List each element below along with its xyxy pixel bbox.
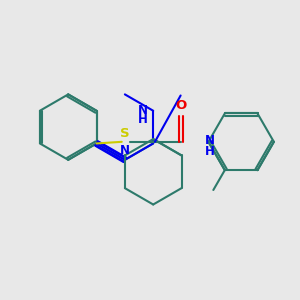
Text: N: N bbox=[138, 104, 148, 117]
Text: H: H bbox=[138, 113, 148, 126]
Text: S: S bbox=[120, 127, 130, 140]
Text: N: N bbox=[120, 143, 130, 157]
Text: O: O bbox=[175, 99, 186, 112]
Text: H: H bbox=[205, 145, 215, 158]
Text: N: N bbox=[205, 134, 215, 147]
